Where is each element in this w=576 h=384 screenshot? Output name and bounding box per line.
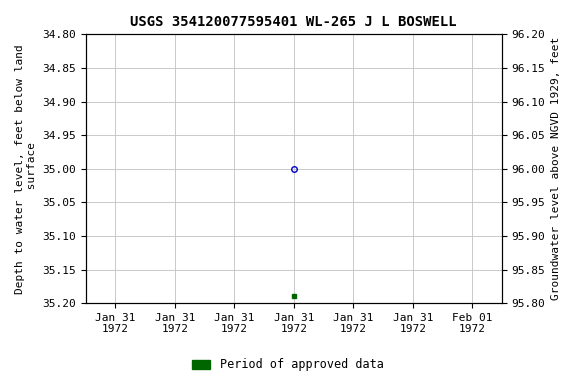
Legend: Period of approved data: Period of approved data [188, 354, 388, 376]
Title: USGS 354120077595401 WL-265 J L BOSWELL: USGS 354120077595401 WL-265 J L BOSWELL [131, 15, 457, 29]
Y-axis label: Depth to water level, feet below land
 surface: Depth to water level, feet below land su… [15, 44, 37, 294]
Y-axis label: Groundwater level above NGVD 1929, feet: Groundwater level above NGVD 1929, feet [551, 37, 561, 300]
